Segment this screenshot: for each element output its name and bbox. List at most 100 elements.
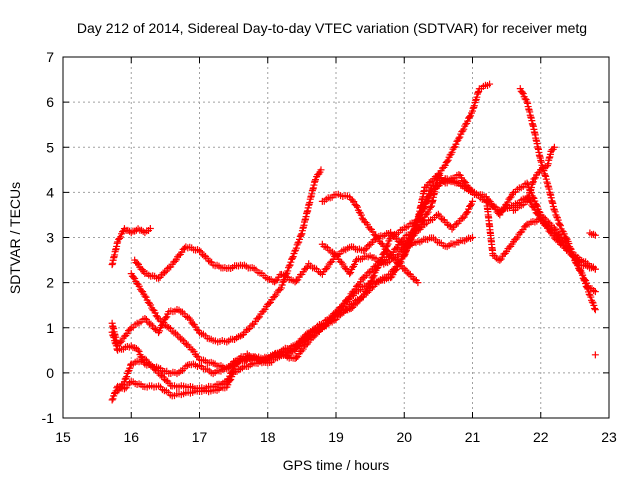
data-point xyxy=(424,208,432,216)
data-point xyxy=(472,96,480,104)
data-point xyxy=(291,247,299,255)
data-point xyxy=(141,355,149,363)
data-point xyxy=(506,194,514,202)
data-point xyxy=(118,337,126,345)
data-point xyxy=(467,201,475,209)
data-point xyxy=(161,376,169,384)
data-point xyxy=(134,346,142,354)
data-point xyxy=(413,217,421,225)
data-point xyxy=(126,379,134,387)
data-point xyxy=(414,279,422,287)
data-point xyxy=(155,274,163,282)
data-point xyxy=(351,260,359,268)
data-point xyxy=(463,209,471,217)
data-point xyxy=(127,342,135,350)
data-point xyxy=(512,235,520,243)
x-tick-label: 15 xyxy=(55,429,71,445)
data-point xyxy=(294,239,302,247)
data-point xyxy=(346,293,354,301)
data-point xyxy=(474,88,482,96)
data-point xyxy=(426,203,434,211)
data-point xyxy=(395,250,403,258)
data-point xyxy=(447,222,455,230)
y-tick-label: 1 xyxy=(46,320,54,336)
data-point xyxy=(588,298,596,306)
data-point xyxy=(440,178,448,186)
data-point xyxy=(409,275,417,283)
data-point xyxy=(320,322,328,330)
data-point xyxy=(496,256,504,264)
y-tick-label: 7 xyxy=(46,49,54,65)
x-tick-label: 20 xyxy=(396,429,412,445)
data-point xyxy=(396,238,404,246)
data-point xyxy=(533,202,541,210)
data-point xyxy=(190,347,198,355)
data-point xyxy=(277,284,285,292)
data-point xyxy=(123,330,131,338)
data-point xyxy=(312,176,320,184)
data-point xyxy=(591,304,599,312)
data-point xyxy=(403,269,411,277)
x-tick-label: 23 xyxy=(601,429,617,445)
data-point xyxy=(265,299,273,307)
data-point xyxy=(172,256,180,264)
y-tick-label: 6 xyxy=(46,94,54,110)
data-point xyxy=(425,179,433,187)
data-point xyxy=(141,292,149,300)
data-point xyxy=(162,314,170,322)
data-point xyxy=(147,361,155,369)
data-point xyxy=(522,222,530,230)
y-tick-label: 2 xyxy=(46,275,54,291)
data-point xyxy=(120,225,128,233)
data-point xyxy=(361,246,369,254)
data-point xyxy=(590,230,598,238)
x-tick-label: 17 xyxy=(192,429,208,445)
data-point xyxy=(565,240,573,248)
data-point xyxy=(206,258,214,266)
data-point xyxy=(354,281,362,289)
data-point xyxy=(289,253,297,261)
data-point xyxy=(158,371,166,379)
data-point xyxy=(585,284,593,292)
data-point xyxy=(302,331,310,339)
data-point xyxy=(560,230,568,238)
data-point xyxy=(108,396,116,404)
data-point xyxy=(287,258,295,266)
data-point xyxy=(285,262,293,270)
data-point xyxy=(142,293,150,301)
data-point xyxy=(109,332,117,340)
data-point xyxy=(448,148,456,156)
data-point xyxy=(135,282,143,290)
data-point xyxy=(387,270,395,278)
data-point xyxy=(464,117,472,125)
data-point xyxy=(299,345,307,353)
data-point xyxy=(394,237,402,245)
data-point xyxy=(309,333,317,341)
data-point xyxy=(591,231,599,239)
data-point xyxy=(492,205,500,213)
data-point xyxy=(400,251,408,259)
data-point xyxy=(591,265,599,273)
data-point xyxy=(276,286,284,294)
data-point xyxy=(456,133,464,141)
y-tick-label: 0 xyxy=(46,365,54,381)
data-point xyxy=(393,252,401,260)
data-point xyxy=(155,329,163,337)
data-point xyxy=(581,276,589,284)
data-point xyxy=(178,308,186,316)
data-point xyxy=(518,88,526,96)
data-point xyxy=(205,257,213,265)
data-point xyxy=(363,220,371,228)
data-point xyxy=(150,324,158,332)
data-point xyxy=(473,93,481,101)
data-point xyxy=(591,351,599,359)
x-tick-label: 22 xyxy=(533,429,549,445)
data-point xyxy=(178,335,186,343)
data-point xyxy=(566,244,574,252)
data-point xyxy=(451,221,459,229)
data-point xyxy=(537,166,545,174)
data-point xyxy=(363,285,371,293)
data-point xyxy=(133,259,141,267)
data-point xyxy=(469,188,476,196)
